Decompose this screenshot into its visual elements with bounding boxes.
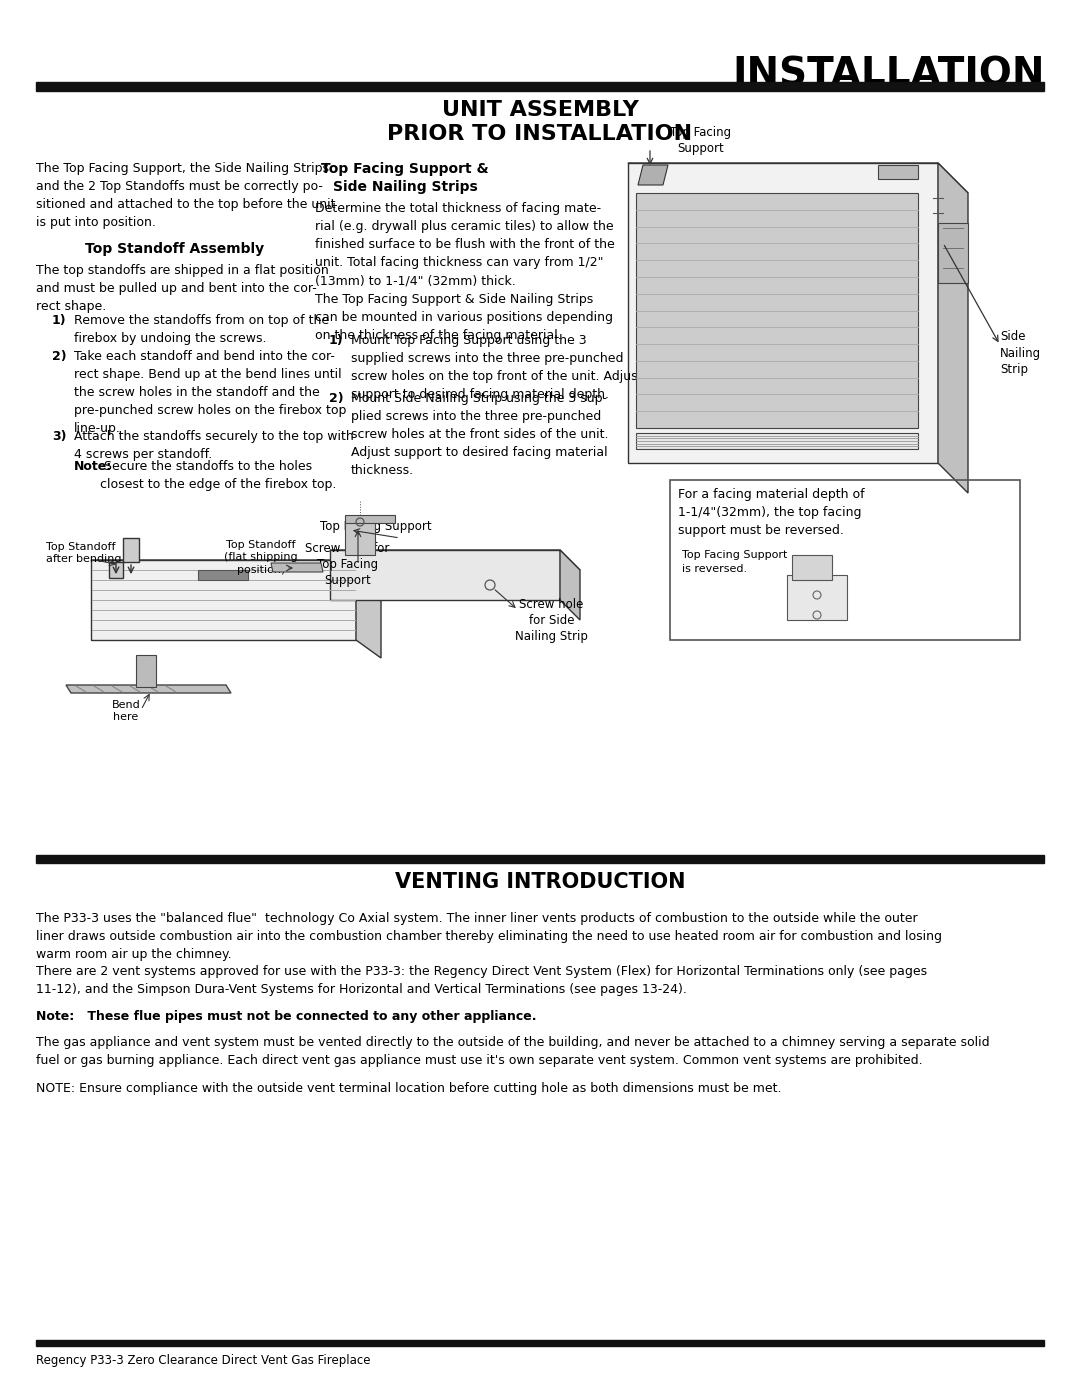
Polygon shape [638, 165, 669, 184]
Text: VENTING INTRODUCTION: VENTING INTRODUCTION [395, 872, 685, 893]
Text: Top Standoff
after bending: Top Standoff after bending [46, 542, 121, 564]
Polygon shape [330, 550, 580, 570]
Text: 1): 1) [329, 334, 343, 346]
Text: Top Facing Support: Top Facing Support [320, 520, 432, 534]
Text: Bend
here: Bend here [111, 700, 140, 722]
Text: Side
Nailing
Strip: Side Nailing Strip [1000, 330, 1041, 376]
Text: Top Standoff Assembly: Top Standoff Assembly [85, 242, 265, 256]
Polygon shape [345, 520, 375, 555]
Text: For a facing material depth of: For a facing material depth of [678, 488, 865, 502]
Text: Note:   These flue pipes must not be connected to any other appliance.: Note: These flue pipes must not be conne… [36, 1010, 537, 1023]
Bar [670, 481, 1020, 640]
Text: is reversed.: is reversed. [681, 564, 747, 574]
Text: The Top Facing Support, the Side Nailing Strips
and the 2 Top Standoffs must be : The Top Facing Support, the Side Nailing… [36, 162, 336, 229]
Text: PRIOR TO INSTALLATION: PRIOR TO INSTALLATION [388, 124, 692, 144]
Text: There are 2 vent systems approved for use with the P33-3: the Regency Direct Ven: There are 2 vent systems approved for us… [36, 965, 927, 996]
Text: Secure the standoffs to the holes
closest to the edge of the firebox top.: Secure the standoffs to the holes closes… [100, 460, 336, 490]
Text: Side Nailing Strips: Side Nailing Strips [333, 180, 477, 194]
Bar [198, 570, 248, 580]
Bar [36, 1340, 1044, 1345]
Text: Top Facing Support &: Top Facing Support & [321, 162, 489, 176]
Text: support must be reversed.: support must be reversed. [678, 524, 843, 536]
Text: NOTE: Ensure compliance with the outside vent terminal location before cutting h: NOTE: Ensure compliance with the outside… [36, 1083, 782, 1095]
Bar [91, 560, 356, 640]
Text: Regency P33-3 Zero Clearance Direct Vent Gas Fireplace: Regency P33-3 Zero Clearance Direct Vent… [36, 1354, 370, 1368]
Text: Mount Side Nailing Strip using the 3 sup-
plied screws into the three pre-punche: Mount Side Nailing Strip using the 3 sup… [351, 393, 608, 476]
Text: Determine the total thickness of facing mate-
rial (e.g. drywall plus ceramic ti: Determine the total thickness of facing … [315, 203, 615, 286]
Polygon shape [91, 560, 381, 578]
Bar [787, 576, 847, 620]
Text: Top Facing
Support: Top Facing Support [670, 126, 731, 155]
Polygon shape [66, 685, 231, 693]
Text: The top standoffs are shipped in a flat position
and must be pulled up and bent : The top standoffs are shipped in a flat … [36, 264, 328, 313]
Text: Take each standoff and bend into the cor-
rect shape. Bend up at the bend lines : Take each standoff and bend into the cor… [75, 351, 347, 434]
Polygon shape [561, 550, 580, 620]
Text: UNIT ASSEMBLY: UNIT ASSEMBLY [442, 101, 638, 120]
Text: Attach the standoffs securely to the top with
4 screws per standoff.: Attach the standoffs securely to the top… [75, 430, 354, 461]
Text: Note:: Note: [75, 460, 112, 474]
Polygon shape [356, 560, 381, 658]
Polygon shape [109, 538, 139, 578]
Text: 1): 1) [52, 314, 67, 327]
Bar [36, 855, 1044, 863]
Polygon shape [939, 163, 968, 493]
Text: 2): 2) [329, 393, 343, 405]
Text: 1-1/4"(32mm), the top facing: 1-1/4"(32mm), the top facing [678, 506, 862, 520]
Bar [939, 224, 968, 284]
Bar [878, 165, 918, 179]
Text: Remove the standoffs from on top of the
firebox by undoing the screws.: Remove the standoffs from on top of the … [75, 314, 329, 345]
Text: INSTALLATION: INSTALLATION [732, 54, 1045, 94]
Bar [636, 193, 918, 427]
Bar [36, 82, 1044, 91]
Bar [636, 433, 918, 448]
Text: The P33-3 uses the "balanced flue"  technology Co Axial system. The inner liner : The P33-3 uses the "balanced flue" techn… [36, 912, 942, 961]
Text: Screw hole
for Side
Nailing Strip: Screw hole for Side Nailing Strip [515, 598, 588, 643]
Bar [627, 163, 939, 462]
Polygon shape [792, 555, 832, 580]
Polygon shape [627, 163, 968, 193]
Text: The gas appliance and vent system must be vented directly to the outside of the : The gas appliance and vent system must b… [36, 1037, 989, 1067]
Text: The Top Facing Support & Side Nailing Strips
can be mounted in various positions: The Top Facing Support & Side Nailing St… [315, 293, 613, 342]
Text: Top Facing Support: Top Facing Support [681, 550, 787, 560]
Text: 2): 2) [52, 351, 67, 363]
Text: Top Standoff
(flat shipping
position): Top Standoff (flat shipping position) [225, 541, 298, 574]
Text: 3): 3) [52, 430, 67, 443]
Polygon shape [271, 563, 323, 571]
Bar [330, 550, 561, 599]
Polygon shape [136, 655, 156, 687]
Bar [345, 515, 395, 522]
Text: Mount Top Facing Support using the 3
supplied screws into the three pre-punched
: Mount Top Facing Support using the 3 sup… [351, 334, 643, 401]
Text: Screw hole for
Top Facing
Support: Screw hole for Top Facing Support [305, 542, 390, 587]
